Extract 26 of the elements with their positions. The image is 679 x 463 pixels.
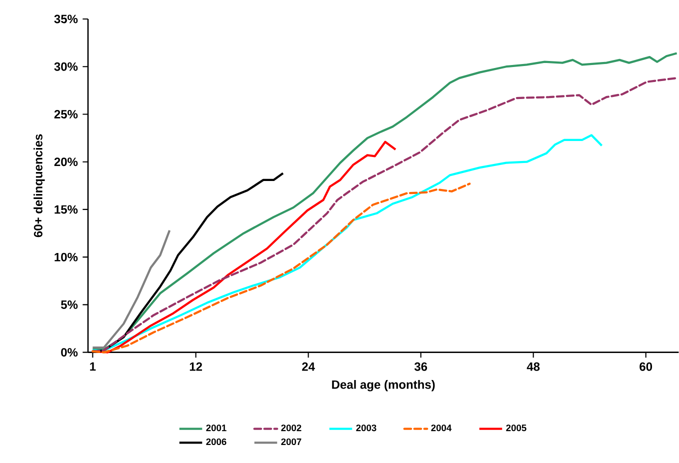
legend-label: 2005 (506, 424, 526, 432)
legend-label: 2006 (206, 438, 226, 446)
x-tick-label: 60 (640, 362, 652, 371)
legend-label: 2002 (281, 424, 302, 432)
x-tick-label: 1 (90, 362, 96, 371)
legend-label: 2003 (356, 424, 376, 432)
y-tick-label: 0% (61, 348, 78, 357)
line-series (92, 134, 603, 352)
x-axis-title: Deal age (months) (332, 380, 435, 392)
y-tick-label: 20% (54, 158, 78, 166)
y-tick-label: 15% (54, 205, 78, 214)
y-tick-label: 5% (60, 300, 78, 309)
y-axis-title: 60+ delinquencies (34, 134, 45, 238)
legend-label: 2007 (281, 438, 302, 446)
legend-label: 2001 (206, 424, 226, 432)
y-tick-label: 30% (54, 62, 78, 71)
legend-label: 2004 (431, 424, 452, 432)
x-tick-label: 36 (414, 362, 428, 371)
line-series (92, 182, 471, 354)
y-tick-label: 10% (54, 252, 78, 262)
x-tick-label: 48 (526, 362, 540, 371)
line-series (92, 229, 171, 349)
y-tick-label: 35% (54, 14, 78, 24)
x-tick-label: 24 (302, 362, 315, 371)
x-tick-label: 12 (190, 362, 202, 371)
y-tick-label: 25% (54, 110, 78, 118)
